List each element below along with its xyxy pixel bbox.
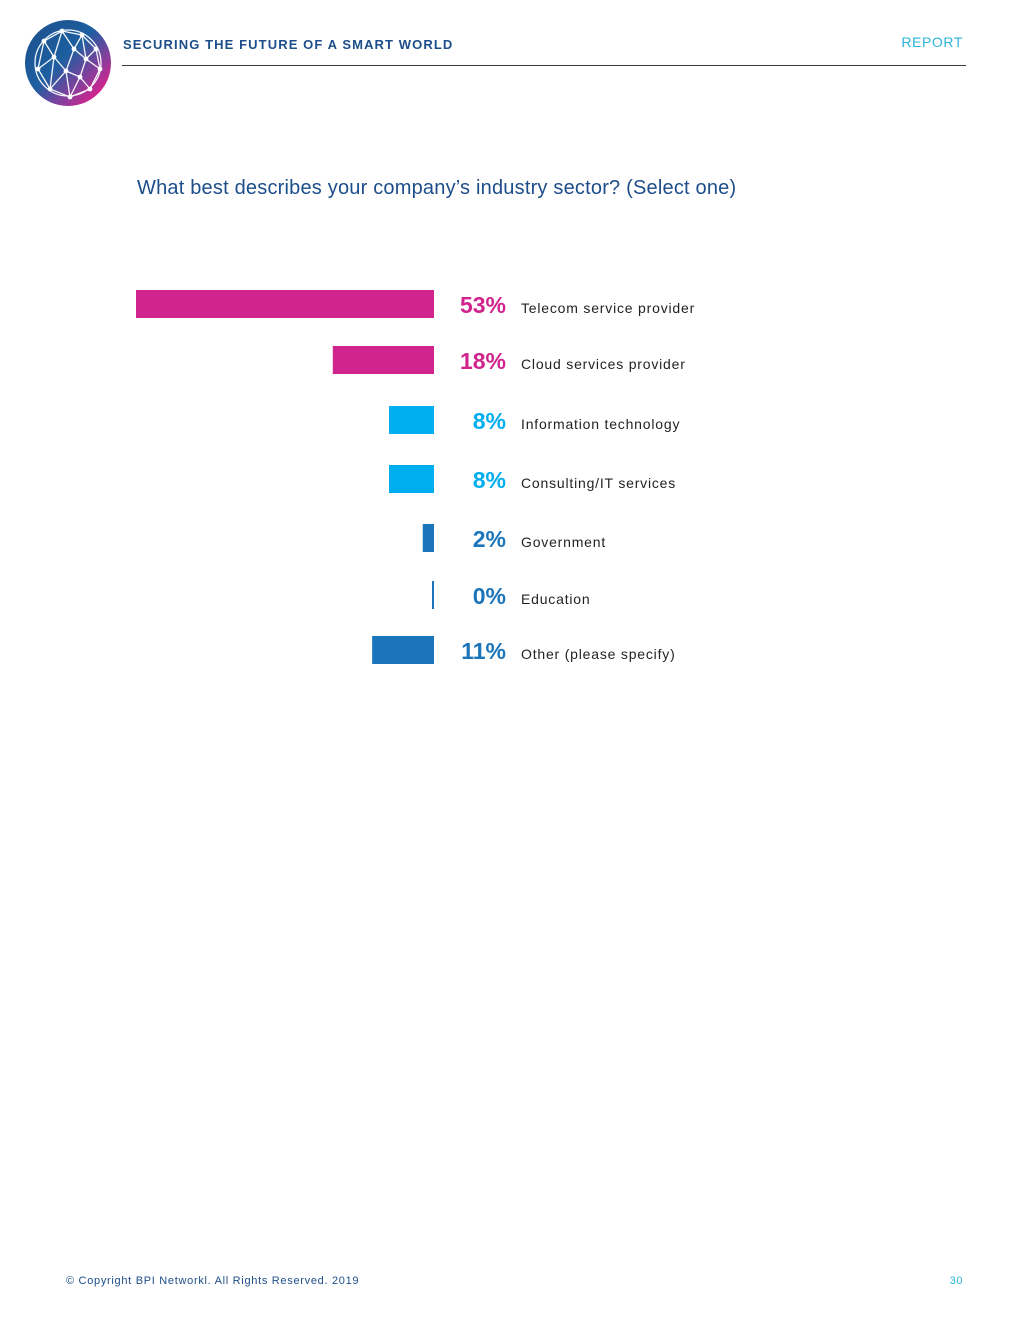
survey-question: What best describes your company’s indus… (137, 177, 737, 199)
value-label-cloud-services-provider: 18% (460, 348, 506, 374)
value-label-telecom-service-provider: 53% (460, 292, 506, 318)
bar-telecom-service-provider (136, 290, 434, 318)
value-label-other-please-specify: 11% (461, 638, 506, 664)
bar-cloud-services-provider (332, 346, 434, 374)
header-title: SECURING THE FUTURE OF A SMART WORLD (123, 37, 454, 52)
category-label-consulting-it-services: Consulting/IT services (521, 475, 676, 491)
industry-sector-bar-chart: 53% Telecom service provider 18% Cloud serv… (136, 290, 695, 664)
header-divider (122, 65, 966, 66)
category-label-telecom-service-provider: Telecom service provider (521, 300, 695, 316)
header-section-label: REPORT (901, 34, 963, 50)
bar-consulting-it-services (389, 465, 434, 493)
category-label-other-please-specify: Other (please specify) (521, 646, 676, 662)
bar-other-please-specify (372, 636, 434, 664)
value-label-information-technology: 8% (473, 408, 506, 434)
bar-education (432, 581, 434, 609)
value-label-education: 0% (473, 583, 506, 609)
bar-information-technology (389, 406, 434, 434)
value-label-consulting-it-services: 8% (473, 467, 506, 493)
category-label-government: Government (521, 534, 606, 550)
bar-government (422, 524, 434, 552)
category-label-cloud-services-provider: Cloud services provider (521, 356, 686, 372)
category-label-information-technology: Information technology (521, 416, 680, 432)
value-label-government: 2% (473, 526, 506, 552)
footer-copyright: © Copyright BPI Networkl. All Rights Res… (66, 1275, 360, 1287)
brand-logo-icon (25, 20, 111, 106)
category-label-education: Education (521, 591, 590, 607)
page-number: 30 (949, 1275, 963, 1287)
